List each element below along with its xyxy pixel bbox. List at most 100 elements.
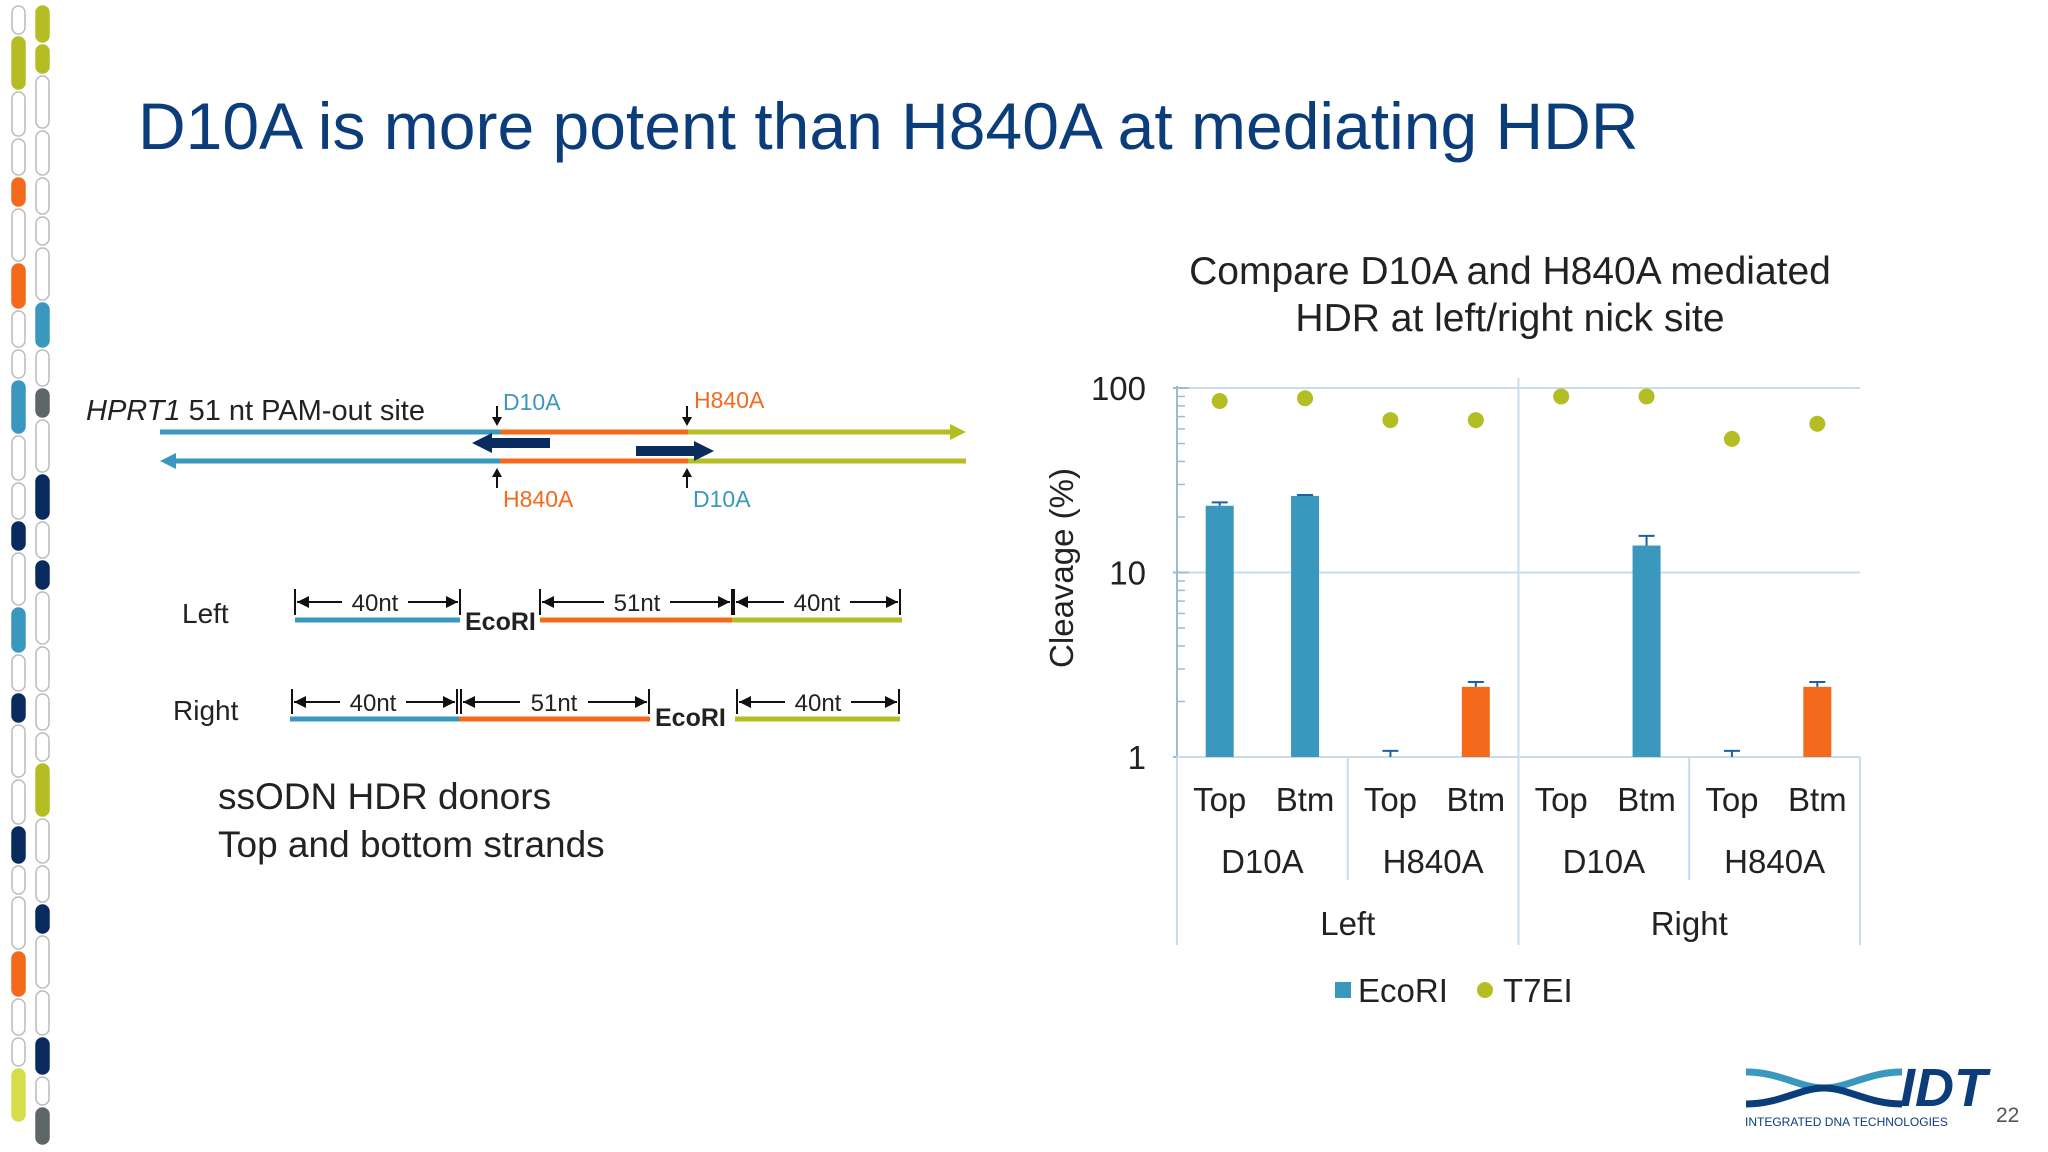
chromosome-segment — [35, 646, 50, 692]
x-category-label-4: Top — [1535, 781, 1588, 818]
chromosome-segment — [35, 349, 50, 387]
chart-title-line-2: HDR at left/right nick site — [1295, 297, 1725, 340]
chromosome-segment — [11, 693, 26, 723]
chromosome-segment — [11, 552, 26, 606]
x-category-label-0: Top — [1193, 781, 1246, 818]
x-group-label-0: D10A — [1221, 843, 1304, 880]
x-category-label-2: Top — [1364, 781, 1417, 818]
chromosome-segment — [35, 763, 50, 817]
right-ecori-site: EcoRI — [655, 704, 726, 732]
chromosome-segment — [35, 247, 50, 301]
chart-points — [1211, 388, 1826, 447]
chromosome-segment — [35, 904, 50, 934]
t7ei-point-0 — [1211, 393, 1228, 410]
chromosome-segment — [11, 482, 26, 520]
chromosome-segment — [35, 865, 50, 903]
bar-btm-3 — [1461, 686, 1490, 757]
chromosome-segment — [11, 654, 26, 692]
y-tick-label-10: 10 — [1109, 555, 1146, 592]
nick-marker-h840a-bottom-head — [492, 468, 502, 477]
t7ei-point-4 — [1553, 388, 1570, 405]
label-h840a-bottom: H840A — [503, 486, 574, 512]
donor-row-right: Right EcoRI 40nt 51nt 40nt — [173, 689, 900, 732]
chromosome-segment — [11, 607, 26, 653]
logo-helix-strand-2 — [1745, 1084, 1903, 1108]
x-side-label-right: Right — [1651, 905, 1728, 942]
top-strand-arrowhead — [950, 424, 966, 440]
chart-title: Compare D10A and H840A mediated HDR at l… — [1130, 248, 1890, 342]
right-dim-51nt: 51nt — [460, 689, 650, 717]
bar-top-0 — [1205, 505, 1234, 757]
chromosome-segment — [11, 435, 26, 481]
chromosome-segment — [11, 521, 26, 551]
chromosome-segment — [11, 1037, 26, 1067]
logo-subtext: INTEGRATED DNA TECHNOLOGIES — [1745, 1115, 1948, 1129]
left-ecori-site: EcoRI — [465, 608, 536, 636]
page-number: 22 — [1996, 1104, 2020, 1127]
idt-logo: IDT INTEGRATED DNA TECHNOLOGIES — [1745, 1058, 1991, 1129]
chromosome-segment — [35, 818, 50, 864]
decorative-chromosome-strip — [11, 5, 50, 1145]
legend-swatch-ecori — [1335, 982, 1351, 998]
left-dim-label-1: 40nt — [352, 590, 399, 617]
chromosome-segment — [11, 826, 26, 864]
chromosome-segment — [35, 560, 50, 590]
t7ei-point-3 — [1467, 412, 1484, 429]
legend-label-ecori: EcoRI — [1358, 972, 1448, 1009]
cleavage-chart: 1 10 100 Top Btm Top Btm Top Btm Top Btm D10A H840A… — [1043, 370, 1861, 1009]
row-label-right: Right — [173, 695, 239, 726]
legend-label-t7ei: T7EI — [1503, 972, 1573, 1009]
left-dim-label-3: 40nt — [794, 590, 841, 617]
chromosome-segment — [35, 935, 50, 989]
chromosome-segment — [11, 36, 26, 90]
donor-row-left: Left EcoRI 40nt 51nt 40nt — [182, 589, 902, 636]
bar-btm-1 — [1291, 495, 1320, 757]
left-dim-40nt-a: 40nt — [294, 589, 461, 617]
chart-axes: 1 10 100 — [1091, 370, 1861, 945]
x-group-label-2: D10A — [1563, 843, 1646, 880]
bar-btm-5 — [1632, 545, 1661, 757]
chromosome-segment — [35, 5, 50, 43]
chromosome-segment — [35, 44, 50, 74]
right-dim-40nt-a: 40nt — [291, 689, 458, 717]
chromosome-segment — [11, 896, 26, 950]
bottom-strand-arrowhead — [160, 453, 176, 469]
nick-marker-d10a-top-head — [492, 417, 502, 426]
nick-marker-h840a-top-head — [682, 417, 692, 426]
chromosome-segment — [35, 474, 50, 520]
x-category-label-7: Btm — [1788, 781, 1847, 818]
donors-caption-line-2: Top and bottom strands — [218, 824, 605, 865]
left-dim-51nt: 51nt — [539, 589, 733, 617]
slide-title: D10A is more potent than H840A at mediat… — [138, 89, 1639, 163]
chromosome-segment — [11, 1068, 26, 1122]
chart-legend: EcoRI T7EI — [1335, 972, 1573, 1009]
chromosome-segment — [11, 380, 26, 434]
chromosome-segment — [35, 75, 50, 129]
chromosome-segment — [11, 779, 26, 825]
chart-title-line-1: Compare D10A and H840A mediated — [1189, 250, 1831, 293]
label-d10a-bottom: D10A — [693, 486, 751, 512]
chromosome-segment — [35, 302, 50, 348]
label-d10a-top: D10A — [503, 389, 561, 415]
chromosome-segment — [35, 216, 50, 246]
row-label-left: Left — [182, 598, 229, 629]
donors-caption-line-1: ssODN HDR donors — [218, 776, 552, 817]
t7ei-point-1 — [1297, 390, 1314, 407]
chromosome-segment — [35, 419, 50, 473]
right-dim-40nt-b: 40nt — [736, 689, 900, 717]
chromosome-segment — [11, 177, 26, 207]
chromosome-segment — [11, 263, 26, 309]
chromosome-segment — [11, 310, 26, 348]
left-dim-label-2: 51nt — [614, 590, 661, 617]
dna-nick-diagram: HPRT1 51 nt PAM-out site D10A H840A H840A… — [86, 387, 966, 512]
chromosome-segment — [11, 91, 26, 137]
chromosome-segment — [11, 138, 26, 176]
chromosome-segment — [35, 693, 50, 731]
right-dim-label-1: 40nt — [350, 690, 397, 717]
chromosome-segment — [35, 1076, 50, 1106]
left-guide-arrowhead — [472, 433, 492, 453]
x-category-label-1: Btm — [1276, 781, 1335, 818]
logo-wordmark: IDT — [1900, 1058, 1991, 1118]
x-side-label-left: Left — [1320, 905, 1375, 942]
